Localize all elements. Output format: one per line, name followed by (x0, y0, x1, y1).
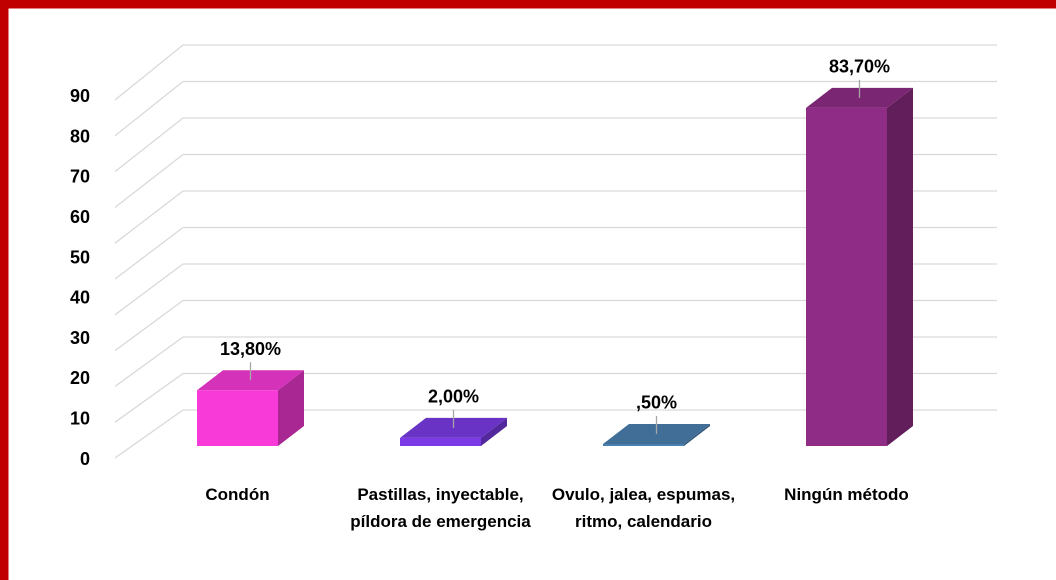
grid-line (114, 44, 184, 101)
data-label: 83,70% (829, 57, 890, 77)
y-tick-label: 10 (70, 408, 90, 428)
grid-line (114, 226, 184, 280)
bar-side (278, 370, 304, 446)
grid-line (114, 263, 184, 316)
data-label: ,50% (636, 393, 677, 413)
data-label: 2,00% (428, 387, 479, 407)
bar-side (481, 417, 507, 446)
x-tick-label: Condón (205, 485, 270, 504)
bar-side (887, 87, 913, 447)
bar-side (684, 423, 710, 446)
grid-line (114, 80, 184, 137)
grid-line (114, 409, 184, 459)
bar (806, 107, 887, 447)
grid-line (114, 336, 184, 387)
x-tick-label: Ovulo, jalea, espumas, ritmo, calendario (551, 485, 736, 531)
y-tick-label: 90 (70, 86, 90, 106)
grid-line (114, 372, 184, 423)
y-tick-label: 60 (70, 207, 90, 227)
x-tick-label: Pastillas, inyectable, píldora de emerge… (350, 485, 531, 531)
grid-line (114, 299, 184, 352)
grid-line (114, 117, 184, 173)
y-tick-label: 80 (70, 126, 90, 146)
y-tick-label: 70 (70, 167, 90, 187)
bar (603, 443, 684, 446)
y-tick-label: 0 (80, 449, 90, 469)
grid-line (114, 190, 184, 244)
bar (400, 437, 481, 446)
y-tick-label: 40 (70, 288, 90, 308)
data-label: 13,80% (220, 339, 281, 359)
x-tick-label: Ningún método (784, 485, 909, 504)
y-tick-label: 30 (70, 328, 90, 348)
y-tick-label: 50 (70, 247, 90, 267)
bar (197, 390, 278, 446)
y-tick-label: 20 (70, 368, 90, 388)
grid-line (114, 153, 184, 208)
